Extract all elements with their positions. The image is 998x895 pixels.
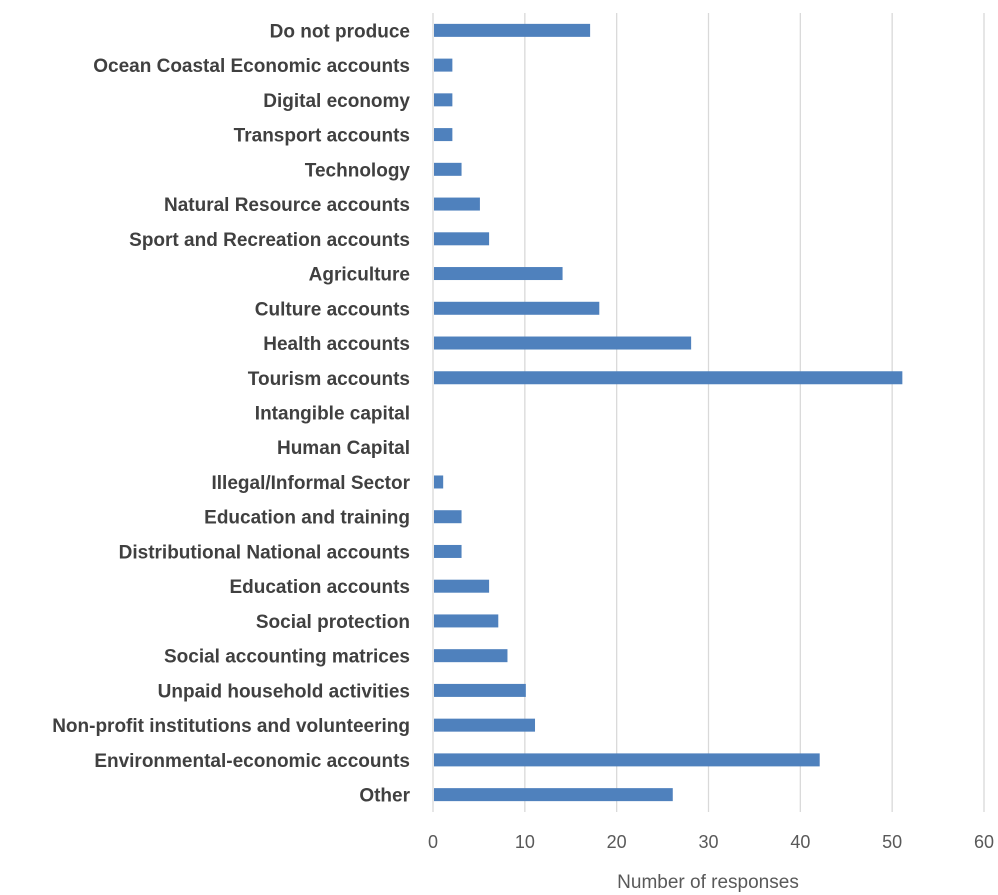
category-label: Tourism accounts [248, 369, 410, 390]
x-axis-title: Number of responses [617, 872, 799, 893]
bar [434, 753, 820, 767]
bar [434, 614, 499, 628]
bar [434, 788, 673, 802]
category-label: Social accounting matrices [164, 647, 410, 668]
bar [434, 301, 600, 315]
category-label: Unpaid household activities [158, 681, 410, 702]
bar [434, 128, 453, 142]
bar [434, 683, 526, 697]
category-label: Sport and Recreation accounts [129, 230, 410, 251]
category-label: Natural Resource accounts [164, 195, 410, 216]
category-label: Education and training [204, 508, 410, 529]
bar [434, 371, 903, 385]
bar [434, 232, 490, 246]
category-label: Non-profit institutions and volunteering [52, 716, 410, 737]
x-tick-label: 0 [428, 832, 438, 852]
gridlines [432, 13, 985, 812]
category-label: Education accounts [229, 577, 410, 598]
category-label: Health accounts [263, 334, 410, 355]
bar [434, 475, 444, 489]
x-tick-label: 60 [974, 832, 994, 852]
bar [434, 23, 591, 37]
x-tick-label: 40 [790, 832, 810, 852]
category-label: Transport accounts [234, 126, 410, 147]
category-label: Illegal/Informal Sector [212, 473, 411, 494]
x-tick-label: 50 [882, 832, 902, 852]
category-label: Social protection [256, 612, 410, 633]
category-label: Technology [305, 160, 411, 181]
bar [434, 579, 490, 593]
bars [434, 23, 903, 802]
category-labels: Do not produce Ocean Coastal Economic acc… [52, 21, 410, 806]
x-tick-label: 10 [515, 832, 535, 852]
bar [434, 197, 480, 211]
bar [434, 93, 453, 107]
category-label: Distributional National accounts [119, 542, 410, 563]
x-tick-labels: 0 10 20 30 40 50 60 [428, 832, 994, 852]
bar [434, 162, 462, 176]
bar [434, 510, 462, 524]
bar [434, 544, 462, 558]
bar [434, 336, 692, 350]
category-label: Agriculture [309, 265, 410, 286]
bar [434, 718, 536, 732]
category-label: Other [359, 786, 410, 807]
bar [434, 267, 563, 281]
category-label: Do not produce [270, 21, 410, 42]
x-tick-label: 20 [607, 832, 627, 852]
category-label: Digital economy [263, 91, 410, 112]
bar [434, 58, 453, 72]
x-tick-label: 30 [698, 832, 718, 852]
bar [434, 649, 508, 663]
category-label: Human Capital [277, 438, 410, 459]
category-label: Environmental-economic accounts [94, 751, 410, 772]
category-label: Culture accounts [255, 299, 410, 320]
category-label: Intangible capital [255, 404, 410, 425]
category-label: Ocean Coastal Economic accounts [93, 56, 410, 77]
